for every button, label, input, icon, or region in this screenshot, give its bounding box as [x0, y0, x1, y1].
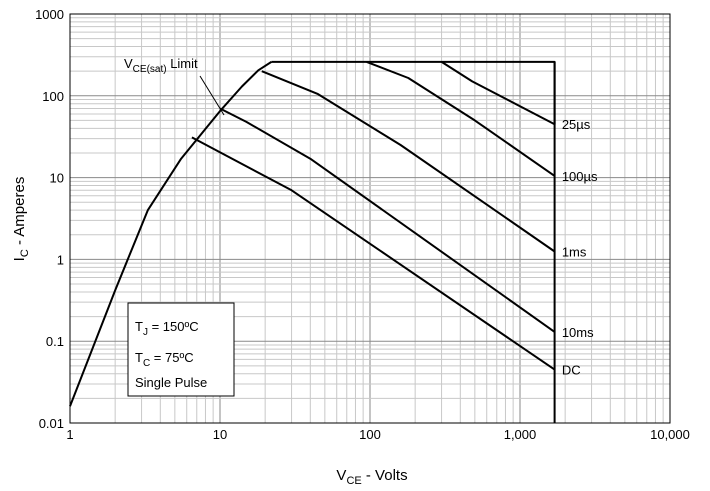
vce-sat-limit-label: VCE(sat) Limit [124, 56, 225, 116]
svg-text:TC = 75ºC: TC = 75ºC [135, 350, 194, 369]
svg-text:TJ = 150ºC: TJ = 150ºC [135, 319, 199, 338]
y-tick-label: 10 [50, 171, 64, 186]
x-tick-label: 10,000 [650, 427, 690, 442]
y-tick-label: 0.01 [39, 416, 64, 431]
vce-sat-rest: Limit [167, 56, 198, 71]
curve-label: 1ms [562, 244, 587, 259]
curve-label: DC [562, 363, 581, 378]
curve-label: 100µs [562, 169, 598, 184]
grid [69, 14, 670, 424]
svg-text:VCE(sat) Limit: VCE(sat) Limit [124, 56, 198, 75]
series-layer [69, 60, 556, 423]
y-axis-title-rest: - Amperes [11, 177, 28, 250]
x-axis-title-sub: CE [346, 475, 361, 487]
y-tick-label: 0.1 [46, 334, 64, 349]
vce-sat-sub: CE(sat) [133, 64, 167, 75]
series-line-100s [366, 60, 556, 177]
y-tick-label: 100 [42, 89, 64, 104]
curve-labels: 25µs 100µs 1ms 10ms DC [562, 117, 598, 377]
x-tick-label: 10 [213, 427, 227, 442]
x-tick-label: 1 [66, 427, 73, 442]
y-axis-title: IC - Amperes [11, 177, 31, 262]
y-tick-label: 1000 [35, 7, 64, 22]
curve-label: 25µs [562, 117, 591, 132]
vce-sat-pointer [199, 75, 225, 116]
y-tick-label: 1 [57, 252, 64, 267]
boundary-line [271, 60, 556, 423]
single-pulse-label: Single Pulse [135, 375, 207, 390]
x-axis-title-rest: - Volts [362, 467, 408, 484]
curve-label: 10ms [562, 325, 594, 340]
conditions-box-frame [127, 302, 235, 397]
y-axis-title-main: I [11, 257, 28, 261]
plot-frame [69, 13, 671, 424]
y-axis-title-sub: C [19, 249, 31, 257]
series-line-10ms [219, 107, 556, 333]
x-tick-label: 100 [359, 427, 381, 442]
series-line-v [69, 61, 272, 407]
x-axis-title: VCE - Volts [336, 467, 407, 487]
tc-rest: = 75ºC [150, 350, 193, 365]
tick-labels: 1 10 100 1,000 10,000 0.01 0.1 1 10 100 1000 [35, 7, 690, 442]
series-line-dc [191, 136, 556, 371]
tj-rest: = 150ºC [148, 319, 199, 334]
conditions-box: TJ = 150ºC TC = 75ºC Single Pulse [127, 302, 235, 397]
series-line-1ms [261, 70, 556, 253]
tj-sub: J [143, 327, 148, 338]
tj-main: T [135, 319, 143, 334]
tc-sub: C [143, 358, 150, 369]
x-axis-title-main: V [336, 467, 346, 484]
x-tick-label: 1,000 [504, 427, 537, 442]
vce-sat-main: V [124, 56, 133, 71]
tc-main: T [135, 350, 143, 365]
